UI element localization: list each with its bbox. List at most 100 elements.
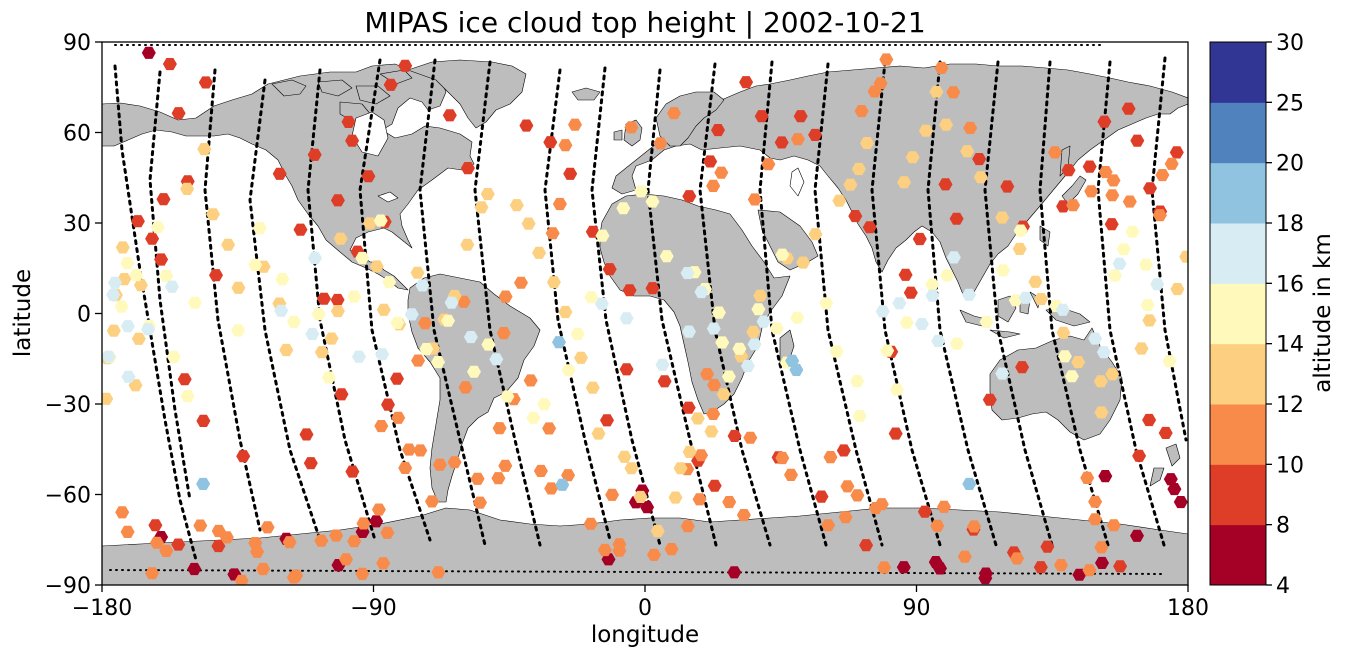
cloud-point bbox=[753, 289, 768, 302]
cloud-point bbox=[537, 398, 552, 411]
cloud-point bbox=[624, 462, 639, 475]
cloud-point bbox=[690, 412, 705, 425]
cloud-point bbox=[1113, 560, 1128, 573]
cloud-point bbox=[962, 288, 976, 301]
cloud-point bbox=[775, 451, 790, 465]
cloud-point bbox=[509, 199, 524, 212]
cloud-point bbox=[165, 280, 179, 293]
cloud-point bbox=[248, 537, 263, 550]
cloud-point bbox=[789, 363, 804, 376]
cloud-point bbox=[321, 371, 336, 384]
cloud-point bbox=[995, 211, 1010, 224]
cloud-point bbox=[282, 536, 297, 549]
cloud-point bbox=[293, 223, 308, 236]
cloud-point bbox=[339, 553, 353, 566]
orbit-track bbox=[758, 60, 828, 547]
cloud-point bbox=[180, 390, 195, 403]
cloud-point bbox=[739, 76, 754, 89]
cloud-point bbox=[431, 566, 446, 579]
cloud-point bbox=[859, 539, 874, 552]
cloud-point bbox=[1033, 561, 1048, 574]
cloud-point bbox=[619, 312, 634, 325]
cloud-point bbox=[361, 170, 376, 183]
cloud-point bbox=[617, 450, 632, 463]
cloud-point bbox=[355, 251, 370, 265]
cloud-point bbox=[790, 311, 805, 324]
cloud-point bbox=[1088, 513, 1103, 526]
cloud-point bbox=[330, 293, 345, 306]
cloud-point bbox=[381, 398, 395, 411]
cloud-point bbox=[492, 422, 507, 435]
cloud-point bbox=[115, 506, 130, 519]
cloud-point bbox=[171, 538, 186, 551]
cloud-point bbox=[727, 429, 742, 442]
cloud-point bbox=[1084, 185, 1099, 198]
cloud-point bbox=[1158, 426, 1173, 439]
cloud-point bbox=[491, 472, 506, 485]
cloud-point bbox=[873, 77, 888, 90]
orbit-track bbox=[813, 62, 884, 547]
cloud-point bbox=[120, 257, 135, 270]
colorbar-label: altitude in km bbox=[1310, 233, 1336, 393]
cloud-point bbox=[619, 363, 634, 376]
cloud-point bbox=[877, 561, 892, 574]
cloud-point bbox=[711, 124, 725, 137]
cloud-points bbox=[102, 46, 1188, 585]
cloud-point bbox=[875, 305, 890, 318]
cloud-point bbox=[1162, 355, 1177, 368]
cloud-point bbox=[682, 325, 696, 338]
cloud-point bbox=[634, 185, 649, 198]
cloud-point bbox=[362, 217, 377, 230]
cloud-point bbox=[317, 292, 331, 305]
cloud-point bbox=[481, 338, 496, 351]
x-tick-label: −90 bbox=[350, 596, 396, 621]
cloud-point bbox=[1130, 529, 1144, 542]
cloud-point bbox=[1094, 406, 1109, 419]
cloud-point bbox=[1150, 278, 1165, 291]
cloud-point bbox=[411, 354, 426, 367]
cloud-point bbox=[1082, 160, 1097, 173]
cloud-point bbox=[743, 431, 758, 444]
cloud-point bbox=[761, 158, 776, 171]
cloud-point bbox=[938, 178, 953, 191]
cloud-point bbox=[480, 188, 495, 201]
cloud-point bbox=[474, 201, 489, 214]
cloud-point bbox=[1010, 552, 1024, 565]
orbit-track bbox=[870, 60, 942, 547]
cloud-point bbox=[458, 381, 473, 394]
cloud-point bbox=[150, 221, 165, 234]
cloud-point bbox=[680, 520, 695, 533]
cloud-point bbox=[754, 110, 769, 123]
cloud-point bbox=[1098, 470, 1113, 483]
cloud-point bbox=[694, 449, 709, 462]
cloud-point bbox=[612, 544, 627, 557]
cloud-point bbox=[131, 332, 146, 345]
cloud-point bbox=[706, 179, 721, 192]
cloud-point bbox=[145, 567, 160, 580]
cloud-point bbox=[197, 143, 212, 156]
cloud-point bbox=[308, 251, 322, 265]
cloud-point bbox=[234, 574, 249, 585]
cloud-point bbox=[206, 208, 220, 221]
cloud-point bbox=[939, 118, 954, 131]
cloud-point bbox=[1142, 413, 1157, 427]
cloud-point bbox=[563, 167, 578, 180]
cloud-point bbox=[829, 345, 844, 358]
cloud-point bbox=[668, 491, 683, 504]
cloud-point bbox=[850, 489, 865, 502]
cloud-point bbox=[398, 461, 413, 474]
cloud-point bbox=[605, 488, 620, 501]
cloud-point bbox=[1098, 166, 1113, 179]
cloud-point bbox=[1034, 293, 1049, 306]
cloud-point bbox=[905, 151, 920, 164]
new-zealand bbox=[1149, 443, 1181, 487]
cloud-point bbox=[1094, 541, 1109, 554]
cloud-point bbox=[1167, 483, 1182, 496]
cloud-point bbox=[383, 78, 398, 91]
cloud-point bbox=[680, 267, 695, 280]
cloud-point bbox=[756, 315, 771, 328]
greenland bbox=[407, 59, 527, 129]
cloud-point bbox=[838, 511, 853, 524]
cloud-point bbox=[769, 322, 784, 335]
cloud-point bbox=[1054, 559, 1068, 572]
